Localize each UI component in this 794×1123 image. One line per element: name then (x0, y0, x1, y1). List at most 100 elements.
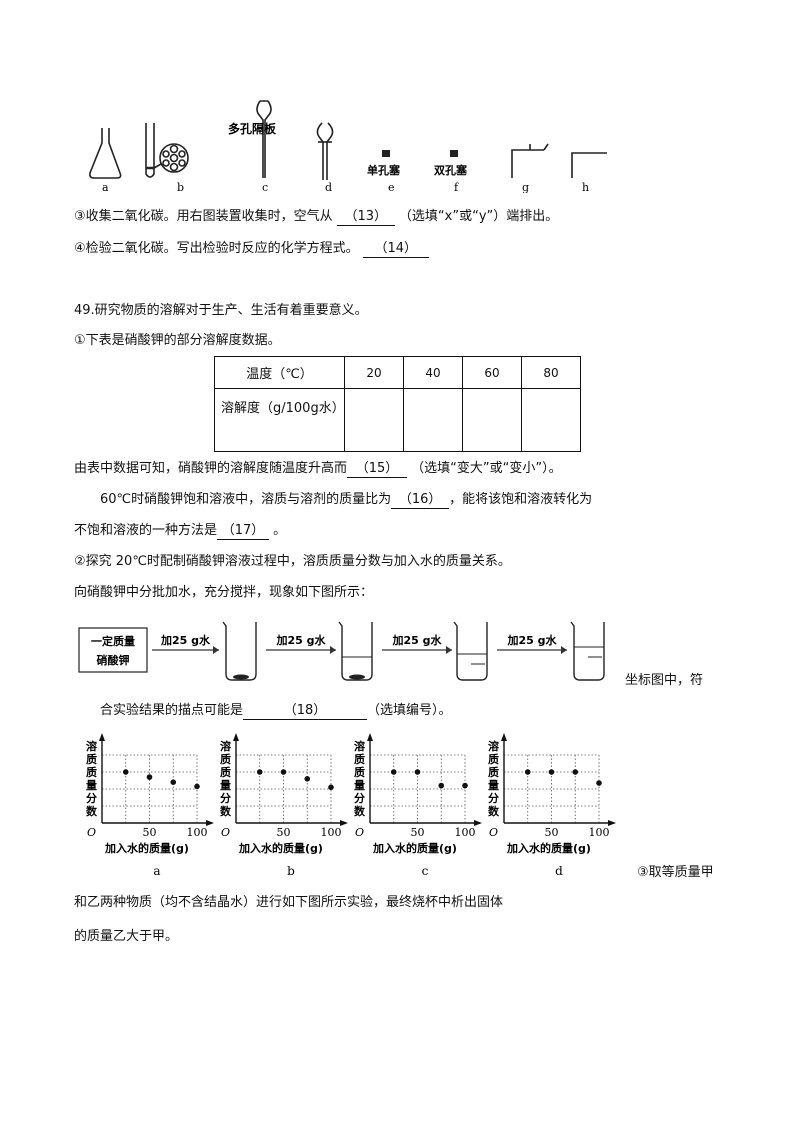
y-axis-arrow-icon (367, 733, 373, 741)
y-axis-arrow-icon (501, 733, 507, 741)
apparatus-label-d: d (325, 181, 332, 193)
undissolved-solid-icon (349, 674, 365, 680)
bent-tube-g-icon (511, 149, 544, 178)
q49-line16: 60℃时硝酸钾饱和溶液中，溶质与溶剂的质量比为 （16） ，能将该饱和溶液转化为 (100, 492, 593, 509)
arrow-label: 加25 g水 (275, 633, 326, 647)
q49-part3-start: ③取等质量甲 (637, 865, 714, 880)
y-axis-label-char: 质 (354, 765, 365, 779)
data-point (304, 776, 311, 782)
solubility-cell[interactable] (462, 388, 522, 452)
x-tick-label: 50 (277, 826, 291, 839)
arrow-label: 加25 g水 (391, 633, 442, 647)
origin-label: O (489, 826, 498, 839)
x-tick-label: 100 (589, 826, 610, 839)
apparatus-label-b: b (177, 181, 184, 193)
arrow-head-icon (330, 646, 336, 654)
data-point (146, 774, 153, 780)
separatory-funnel-icon (316, 122, 334, 180)
solubility-table: 温度（℃） 20 40 60 80 溶解度（g/100g水） (214, 356, 581, 452)
solubility-cell[interactable] (344, 388, 404, 452)
arrow-head-icon (446, 646, 452, 654)
arrow-label: 加25 g水 (506, 633, 557, 647)
q49-part3-line3: 的质量乙大于甲。 (74, 929, 179, 944)
data-point (194, 783, 200, 790)
porous-plate-icon (159, 143, 189, 173)
q49-line18: 合实验结果的描点可能是 （18） （选填编号）。 (100, 703, 452, 720)
q49-intro: 49.研究物质的溶解对于生产、生活有着重要意义。 (74, 303, 368, 318)
y-axis-label-char: 量 (488, 779, 499, 792)
temperature-header: 温度（℃） (214, 356, 345, 389)
blank-15[interactable]: （15） (347, 461, 408, 478)
start-box-line1: 一定质量 (91, 634, 135, 648)
chart-label: c (422, 864, 429, 878)
q49-part3-line2: 和乙两种物质（均不含结晶水）进行如下图所示实验，最终烧杯中析出固体 (74, 895, 504, 910)
solubility-header: 溶解度（g/100g水） (214, 388, 345, 452)
long-neck-funnel-icon (256, 100, 272, 178)
blank-17[interactable]: （17） (217, 523, 270, 540)
data-point (328, 784, 334, 791)
q49-part2-line2: 向硝酸钾中分批加水，充分搅拌，现象如下图所示： (74, 585, 374, 600)
origin-label: O (355, 826, 364, 839)
y-axis-label-char: 分 (354, 791, 365, 805)
origin-label: O (87, 826, 96, 839)
data-point (524, 769, 531, 775)
x-tick-label: 50 (545, 826, 559, 839)
beaker-icon (222, 621, 257, 681)
arrow-head-icon (213, 646, 219, 654)
beaker-icon (338, 621, 373, 681)
apparatus-figure: 多孔隔板 单孔塞 双孔塞 a b c d e f g h (89, 100, 607, 193)
blank-18[interactable]: （18） (243, 703, 368, 720)
apparatus-label-h: h (582, 181, 589, 193)
x-tick-label: 50 (411, 826, 425, 839)
y-axis-label-char: 质 (488, 752, 499, 766)
q48-item3: ③收集二氧化碳。用右图装置收集时，空气从 （13） （选填“x”或“y”）端排出… (74, 209, 559, 226)
y-axis-label-char: 质 (86, 752, 97, 766)
dissolving-process-figure: 一定质量 硝酸钾 加25 g水 加25 g水 加25 g水 加25 g水 (78, 621, 605, 681)
beaker-icon (570, 621, 605, 681)
blank-13[interactable]: （13） (336, 209, 395, 226)
y-axis-label-char: 溶 (488, 739, 499, 753)
y-axis-label-char: 质 (354, 752, 365, 766)
apparatus-label-g: g (522, 181, 529, 193)
single-hole-stopper-icon (382, 150, 390, 157)
q48-item4: ④检验二氧化碳。写出检验时反应的化学方程式。 （14） (74, 241, 429, 258)
blank-16[interactable]: （16） (391, 492, 450, 509)
data-point (548, 769, 555, 775)
double-hole-stopper-icon (450, 150, 458, 157)
solubility-cell[interactable] (521, 388, 581, 452)
double-hole-stopper-label: 双孔塞 (434, 163, 468, 177)
apparatus-label-a: a (102, 181, 109, 193)
coord-text: 坐标图中，符 (625, 673, 704, 688)
q49-part1-intro: ①下表是硝酸钾的部分溶解度数据。 (74, 333, 281, 348)
apparatus-label-f: f (454, 181, 459, 193)
y-axis-label-char: 溶 (354, 739, 365, 753)
temp-cell: 20 (344, 356, 404, 389)
y-axis-label-char: 数 (354, 804, 366, 818)
undissolved-solid-icon (233, 674, 249, 680)
y-axis-label-char: 分 (220, 791, 231, 805)
solubility-cell[interactable] (403, 388, 463, 452)
y-axis-arrow-icon (99, 733, 105, 741)
y-axis-label-char: 质 (220, 765, 231, 779)
q49-line17: 不饱和溶液的一种方法是 （17） 。 (74, 523, 287, 540)
x-axis-label: 加入水的质量(g) (506, 841, 591, 855)
origin-label: O (221, 826, 230, 839)
test-tube-icon (145, 123, 155, 178)
arrow-label: 加25 g水 (160, 633, 211, 647)
blank-14[interactable]: （14） (362, 241, 429, 258)
q49-part2-intro: ②探究 20℃时配制硝酸钾溶液过程中，溶质质量分数与加入水的质量关系。 (74, 554, 511, 569)
data-point (572, 769, 579, 775)
beaker-icon (453, 621, 488, 681)
x-axis-label: 加入水的质量(g) (372, 841, 457, 855)
y-axis-label-char: 分 (488, 791, 499, 805)
temp-cell: 80 (521, 356, 581, 389)
x-axis-label: 加入水的质量(g) (104, 841, 189, 855)
x-axis-arrow-icon (206, 820, 214, 826)
x-tick-label: 100 (187, 826, 208, 839)
data-point (438, 782, 445, 789)
x-axis-arrow-icon (474, 820, 482, 826)
x-axis-label: 加入水的质量(g) (238, 841, 323, 855)
